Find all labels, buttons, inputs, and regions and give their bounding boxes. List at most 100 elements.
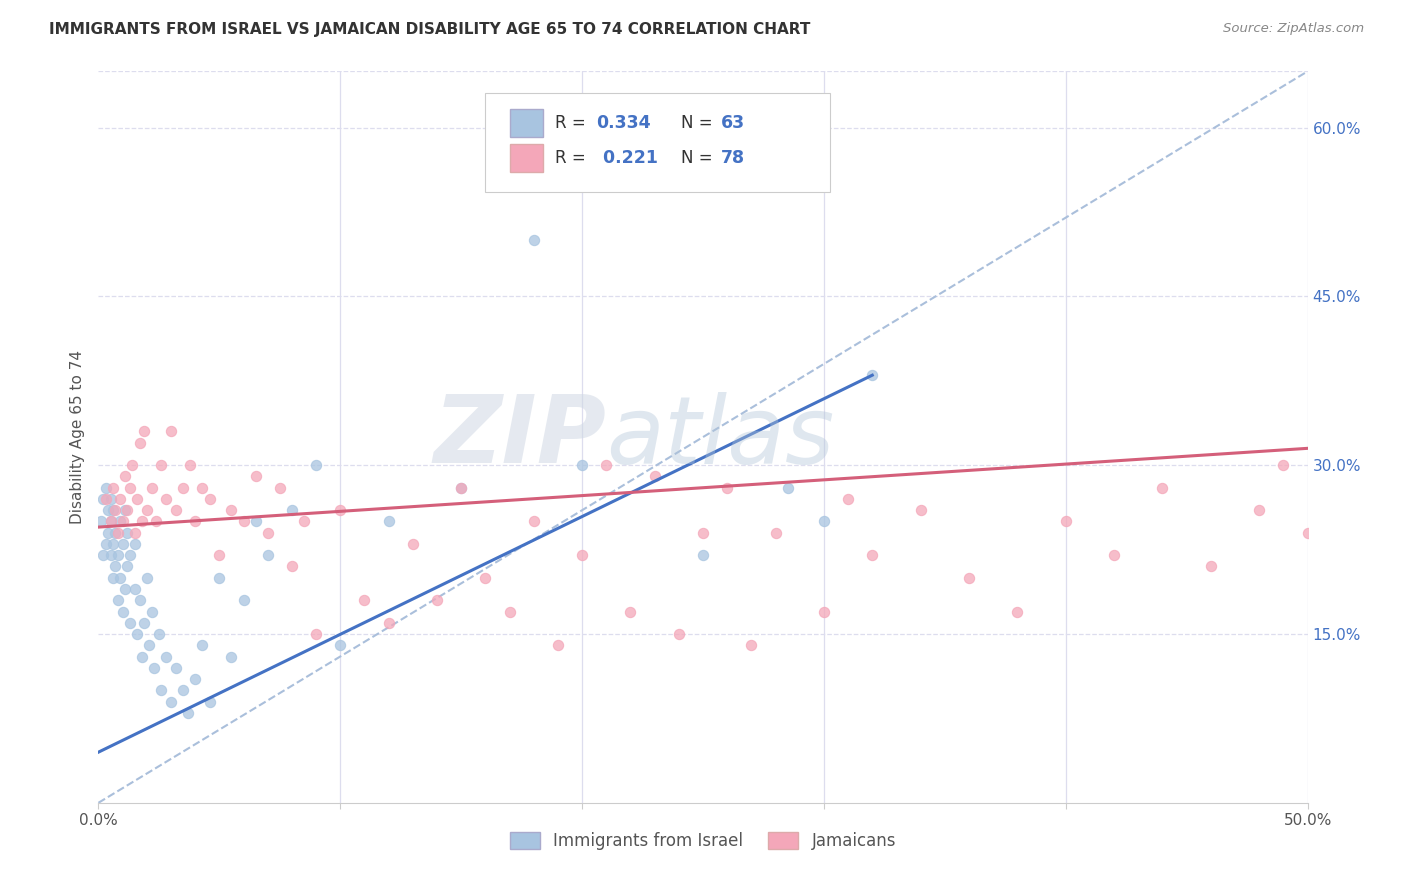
Point bbox=[450, 481, 472, 495]
Point bbox=[1007, 605, 1029, 619]
Point bbox=[100, 515, 122, 529]
Point bbox=[198, 491, 221, 506]
Point bbox=[127, 491, 149, 506]
Text: atlas: atlas bbox=[606, 392, 835, 483]
Point bbox=[860, 368, 883, 383]
Point bbox=[124, 582, 146, 596]
Point bbox=[145, 515, 167, 529]
Point bbox=[377, 515, 399, 529]
Point bbox=[131, 649, 153, 664]
Point bbox=[117, 503, 139, 517]
Point bbox=[97, 503, 120, 517]
Point bbox=[114, 582, 136, 596]
Point bbox=[1102, 548, 1125, 562]
Point bbox=[837, 491, 859, 506]
Point bbox=[97, 525, 120, 540]
Point bbox=[104, 559, 127, 574]
Point bbox=[101, 481, 124, 495]
Text: 63: 63 bbox=[721, 114, 745, 132]
Point bbox=[305, 627, 328, 641]
Point bbox=[571, 458, 593, 473]
Point bbox=[256, 525, 278, 540]
Point bbox=[124, 525, 146, 540]
Point bbox=[498, 605, 520, 619]
Point bbox=[329, 638, 352, 652]
Point bbox=[1199, 559, 1222, 574]
Point bbox=[94, 537, 117, 551]
Point bbox=[245, 469, 267, 483]
Point bbox=[101, 503, 124, 517]
Point bbox=[305, 458, 328, 473]
Legend: Immigrants from Israel, Jamaicans: Immigrants from Israel, Jamaicans bbox=[503, 825, 903, 856]
Point bbox=[128, 593, 150, 607]
Point bbox=[104, 503, 127, 517]
Point bbox=[117, 525, 139, 540]
Point bbox=[329, 503, 352, 517]
Point bbox=[281, 503, 304, 517]
Text: N =: N = bbox=[682, 149, 718, 167]
Point bbox=[740, 638, 762, 652]
Point bbox=[208, 571, 231, 585]
Point bbox=[107, 593, 129, 607]
Point bbox=[135, 503, 157, 517]
Point bbox=[165, 661, 187, 675]
Point bbox=[143, 661, 166, 675]
Point bbox=[776, 481, 799, 495]
Point bbox=[813, 515, 835, 529]
Point bbox=[108, 571, 131, 585]
Point bbox=[108, 515, 131, 529]
FancyBboxPatch shape bbox=[509, 110, 543, 137]
Point bbox=[91, 548, 114, 562]
Text: R =: R = bbox=[555, 114, 592, 132]
Point bbox=[1054, 515, 1077, 529]
Point bbox=[141, 605, 163, 619]
Point bbox=[118, 615, 141, 630]
Point bbox=[1344, 559, 1367, 574]
Point bbox=[1152, 481, 1174, 495]
Point bbox=[94, 481, 117, 495]
Point bbox=[108, 491, 131, 506]
Point bbox=[177, 706, 200, 720]
Point bbox=[668, 627, 690, 641]
Point bbox=[292, 515, 315, 529]
Point bbox=[114, 469, 136, 483]
Text: IMMIGRANTS FROM ISRAEL VS JAMAICAN DISABILITY AGE 65 TO 74 CORRELATION CHART: IMMIGRANTS FROM ISRAEL VS JAMAICAN DISAB… bbox=[49, 22, 811, 37]
Point bbox=[135, 571, 157, 585]
FancyBboxPatch shape bbox=[485, 94, 830, 192]
Point bbox=[90, 515, 112, 529]
Point bbox=[245, 515, 267, 529]
Point bbox=[101, 537, 124, 551]
Point bbox=[221, 503, 243, 517]
Point bbox=[450, 481, 472, 495]
Point bbox=[148, 627, 170, 641]
Point bbox=[94, 491, 117, 506]
Point bbox=[111, 605, 134, 619]
Point bbox=[910, 503, 932, 517]
Point bbox=[1249, 503, 1271, 517]
Point bbox=[172, 481, 194, 495]
Point bbox=[91, 491, 114, 506]
Y-axis label: Disability Age 65 to 74: Disability Age 65 to 74 bbox=[69, 350, 84, 524]
Point bbox=[100, 548, 122, 562]
Point bbox=[134, 615, 156, 630]
Text: ZIP: ZIP bbox=[433, 391, 606, 483]
Point bbox=[131, 515, 153, 529]
Point bbox=[111, 515, 134, 529]
Point bbox=[692, 525, 714, 540]
Point bbox=[160, 425, 183, 439]
Point bbox=[118, 481, 141, 495]
FancyBboxPatch shape bbox=[509, 144, 543, 171]
Text: 0.221: 0.221 bbox=[596, 149, 658, 167]
Point bbox=[221, 649, 243, 664]
Point bbox=[619, 605, 641, 619]
Point bbox=[111, 537, 134, 551]
Point bbox=[184, 515, 207, 529]
Point bbox=[281, 559, 304, 574]
Point bbox=[1344, 469, 1367, 483]
Point bbox=[426, 593, 449, 607]
Point bbox=[1272, 458, 1295, 473]
Point bbox=[232, 593, 254, 607]
Point bbox=[191, 481, 214, 495]
Point bbox=[165, 503, 187, 517]
Point bbox=[813, 605, 835, 619]
